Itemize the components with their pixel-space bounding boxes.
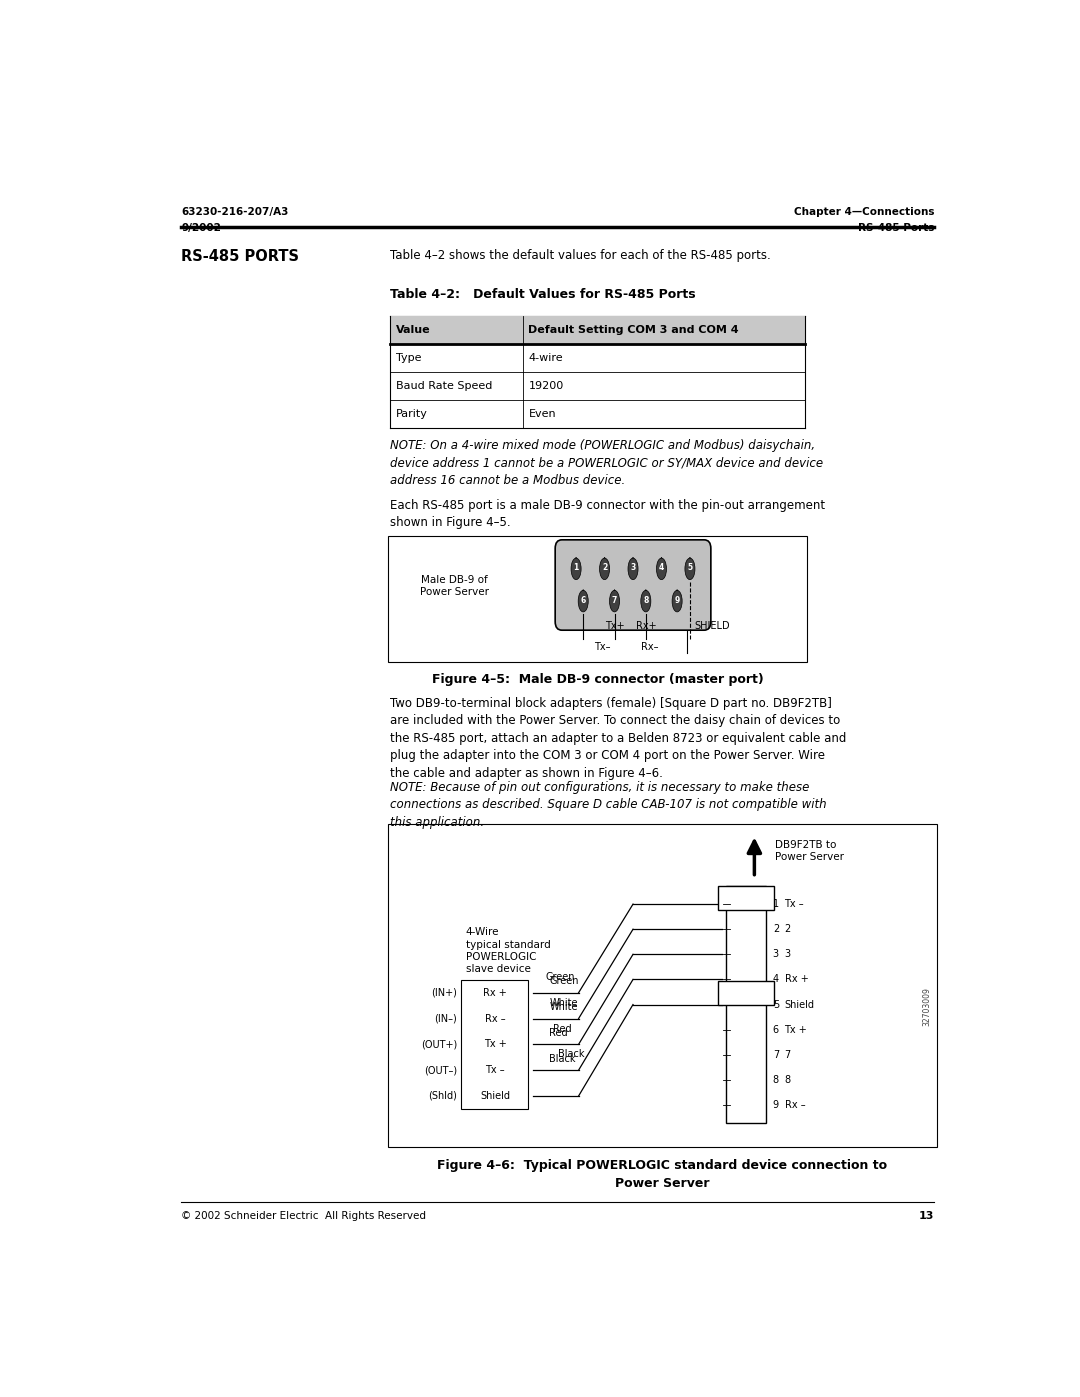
- Text: 2: 2: [784, 925, 791, 935]
- Text: Rx +: Rx +: [483, 988, 507, 997]
- Text: Parity: Parity: [396, 409, 428, 419]
- Text: 7: 7: [612, 595, 617, 605]
- Text: Shield: Shield: [784, 999, 814, 1010]
- Text: RS-485 PORTS: RS-485 PORTS: [181, 250, 299, 264]
- FancyBboxPatch shape: [390, 316, 805, 344]
- Text: Rx –: Rx –: [784, 1099, 805, 1111]
- Text: Figure 4–6:  Typical POWERLOGIC standard device connection to: Figure 4–6: Typical POWERLOGIC standard …: [437, 1160, 888, 1172]
- Text: 4-Wire
typical standard
POWERLOGIC
slave device: 4-Wire typical standard POWERLOGIC slave…: [465, 928, 551, 975]
- Text: Rx –: Rx –: [485, 1013, 505, 1024]
- Ellipse shape: [640, 591, 651, 612]
- Text: 9: 9: [773, 1099, 779, 1111]
- Text: 5: 5: [687, 563, 692, 573]
- Text: 7: 7: [773, 1049, 779, 1060]
- Text: 2: 2: [773, 925, 779, 935]
- FancyBboxPatch shape: [726, 886, 766, 1123]
- Text: Chapter 4—Connections: Chapter 4—Connections: [794, 207, 934, 218]
- FancyBboxPatch shape: [388, 535, 807, 662]
- Ellipse shape: [599, 559, 609, 580]
- Text: (OUT+): (OUT+): [421, 1039, 457, 1049]
- Text: White: White: [550, 1002, 578, 1011]
- Text: Rx+: Rx+: [635, 622, 657, 631]
- Text: Table 4–2 shows the default values for each of the RS-485 ports.: Table 4–2 shows the default values for e…: [390, 250, 771, 263]
- FancyBboxPatch shape: [555, 539, 711, 630]
- Text: 7: 7: [784, 1049, 791, 1060]
- Text: 2: 2: [602, 563, 607, 573]
- Text: 9: 9: [675, 595, 679, 605]
- Text: Even: Even: [528, 409, 556, 419]
- Text: DB9F2TB to
Power Server: DB9F2TB to Power Server: [775, 840, 845, 862]
- Text: Red: Red: [554, 1024, 572, 1034]
- Text: (Shld): (Shld): [429, 1091, 457, 1101]
- Text: Type: Type: [396, 353, 421, 363]
- Text: Male DB-9 of
Power Server: Male DB-9 of Power Server: [420, 576, 489, 598]
- Text: 6: 6: [581, 595, 585, 605]
- FancyBboxPatch shape: [718, 981, 773, 1004]
- Text: Green: Green: [550, 977, 579, 986]
- Text: Figure 4–5:  Male DB-9 connector (master port): Figure 4–5: Male DB-9 connector (master …: [432, 673, 764, 686]
- Text: Tx +: Tx +: [784, 1024, 807, 1035]
- Text: Black: Black: [550, 1053, 576, 1063]
- Text: NOTE: Because of pin out configurations, it is necessary to make these
connectio: NOTE: Because of pin out configurations,…: [390, 781, 827, 828]
- FancyBboxPatch shape: [388, 824, 936, 1147]
- Text: Tx +: Tx +: [484, 1039, 507, 1049]
- Text: 4-wire: 4-wire: [528, 353, 563, 363]
- Ellipse shape: [672, 591, 683, 612]
- Text: 1: 1: [573, 563, 579, 573]
- Text: 63230-216-207/A3: 63230-216-207/A3: [181, 207, 288, 218]
- Text: 8: 8: [643, 595, 648, 605]
- Text: NOTE: On a 4-wire mixed mode (POWERLOGIC and Modbus) daisychain,
device address : NOTE: On a 4-wire mixed mode (POWERLOGIC…: [390, 439, 823, 486]
- Text: (OUT–): (OUT–): [424, 1065, 457, 1076]
- Text: (IN+): (IN+): [431, 988, 457, 997]
- Ellipse shape: [578, 591, 589, 612]
- Text: 1: 1: [773, 900, 779, 909]
- Text: 8: 8: [784, 1074, 791, 1085]
- Text: Value: Value: [396, 326, 431, 335]
- Text: Green: Green: [545, 972, 575, 982]
- Text: Each RS-485 port is a male DB-9 connector with the pin-out arrangement
shown in : Each RS-485 port is a male DB-9 connecto…: [390, 499, 825, 529]
- Text: Tx+: Tx+: [605, 622, 624, 631]
- Text: Rx–: Rx–: [642, 641, 659, 651]
- FancyBboxPatch shape: [461, 979, 528, 1109]
- FancyBboxPatch shape: [718, 886, 773, 909]
- Text: RS-485 Ports: RS-485 Ports: [858, 222, 934, 232]
- Text: 3: 3: [773, 950, 779, 960]
- Text: 3: 3: [784, 950, 791, 960]
- Text: 4: 4: [659, 563, 664, 573]
- Text: Power Server: Power Server: [616, 1176, 710, 1190]
- Text: 5: 5: [773, 999, 779, 1010]
- Text: 8: 8: [773, 1074, 779, 1085]
- Text: Tx –: Tx –: [485, 1065, 504, 1076]
- Ellipse shape: [657, 559, 666, 580]
- Text: Rx +: Rx +: [784, 975, 808, 985]
- Ellipse shape: [627, 559, 638, 580]
- Text: 32703009: 32703009: [922, 988, 931, 1027]
- Text: 13: 13: [919, 1211, 934, 1221]
- Text: Table 4–2:   Default Values for RS-485 Ports: Table 4–2: Default Values for RS-485 Por…: [390, 288, 696, 302]
- Ellipse shape: [571, 559, 581, 580]
- Text: 19200: 19200: [528, 381, 564, 391]
- Text: SHIELD: SHIELD: [694, 622, 730, 631]
- Ellipse shape: [609, 591, 620, 612]
- Text: 9/2002: 9/2002: [181, 222, 221, 232]
- Text: Tx –: Tx –: [784, 900, 805, 909]
- Text: Tx–: Tx–: [594, 641, 610, 651]
- Text: Shield: Shield: [480, 1091, 510, 1101]
- Text: 6: 6: [773, 1024, 779, 1035]
- Text: Black: Black: [557, 1049, 584, 1059]
- Text: Baud Rate Speed: Baud Rate Speed: [396, 381, 492, 391]
- Text: Red: Red: [550, 1028, 568, 1038]
- Text: 4: 4: [773, 975, 779, 985]
- Text: Default Setting COM 3 and COM 4: Default Setting COM 3 and COM 4: [528, 326, 739, 335]
- Text: Two DB9-to-terminal block adapters (female) [Square D part no. DB9F2TB]
are incl: Two DB9-to-terminal block adapters (fema…: [390, 697, 847, 780]
- Text: (IN–): (IN–): [434, 1013, 457, 1024]
- Text: 3: 3: [631, 563, 636, 573]
- Text: White: White: [550, 997, 578, 1007]
- Ellipse shape: [685, 559, 694, 580]
- Text: © 2002 Schneider Electric  All Rights Reserved: © 2002 Schneider Electric All Rights Res…: [181, 1211, 426, 1221]
